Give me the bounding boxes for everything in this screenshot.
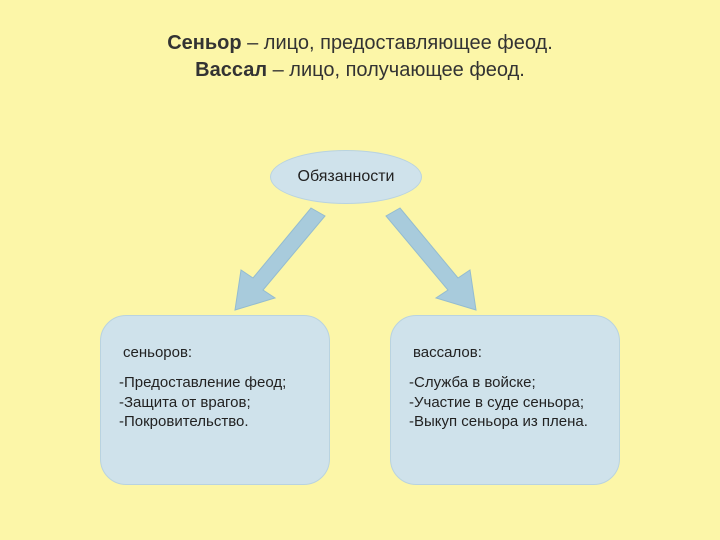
arrow-right [376, 198, 496, 318]
list-item: Служба в войске; [409, 373, 603, 393]
list-item: Предоставление феод; [119, 373, 313, 393]
header-line-2: Вассал – лицо, получающее феод. [0, 57, 720, 84]
arrow-left [215, 198, 335, 318]
vassals-card: вассалов: Служба в войске; Участие в суд… [390, 315, 620, 485]
duties-label: Обязанности [298, 168, 395, 186]
seniors-list: Предоставление феод; Защита от врагов; П… [119, 373, 313, 432]
vassals-list: Служба в войске; Участие в суде сеньора;… [409, 373, 603, 432]
list-item: Участие в суде сеньора; [409, 393, 603, 413]
seniors-card: сеньоров: Предоставление феод; Защита от… [100, 315, 330, 485]
list-item: Покровительство. [119, 412, 313, 432]
duties-oval: Обязанности [270, 150, 422, 204]
header: Сеньор – лицо, предоставляющее феод. Вас… [0, 0, 720, 84]
vassals-title: вассалов: [409, 344, 603, 361]
list-item: Защита от врагов; [119, 393, 313, 413]
header-line-1: Сеньор – лицо, предоставляющее феод. [0, 30, 720, 57]
header-rest-2: – лицо, получающее феод. [267, 59, 525, 81]
header-bold-1: Сеньор [167, 32, 241, 54]
seniors-title: сеньоров: [119, 344, 313, 361]
list-item: Выкуп сеньора из плена. [409, 412, 603, 432]
header-bold-2: Вассал [195, 59, 267, 81]
header-rest-1: – лицо, предоставляющее феод. [242, 32, 553, 54]
